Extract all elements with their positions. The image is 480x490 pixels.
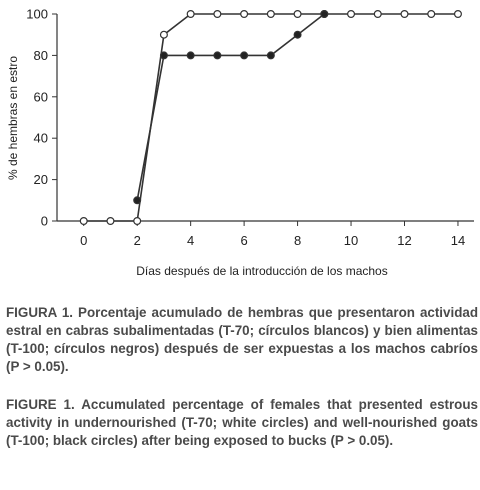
y-tick-label: 100 [26, 7, 48, 22]
white-circle-point [133, 217, 142, 226]
white-circle-point [400, 10, 409, 19]
black-circle-point [266, 51, 275, 60]
y-tick-label: 40 [34, 131, 48, 146]
x-tick-label: 8 [294, 233, 301, 248]
y-tick-label: 60 [34, 89, 48, 104]
caption-spanish-text: FIGURA 1. Porcentaje acumulado de hembra… [6, 305, 478, 374]
black-circle-point [213, 51, 222, 60]
white-circle-point [186, 10, 195, 19]
x-tick-label: 2 [134, 233, 141, 248]
x-axis-title: Días después de la introducción de los m… [136, 264, 387, 278]
white-circle-point [240, 10, 249, 19]
series-line-2 [136, 13, 325, 201]
white-circle-point [373, 10, 382, 19]
white-circle-point [293, 10, 302, 19]
y-axis-title: % de hembras en estro [6, 56, 20, 180]
chart-axes: 0 20 40 60 80 100 0 2 4 6 8 10 12 14 [26, 7, 474, 248]
black-circle-point [186, 51, 195, 60]
black-circle-point [320, 10, 329, 19]
y-tick-label: 0 [41, 214, 48, 229]
white-circle-point [159, 30, 168, 39]
caption-spanish: FIGURA 1. Porcentaje acumulado de hembra… [6, 304, 478, 376]
black-circle-point [293, 30, 302, 39]
black-circle-point [240, 51, 249, 60]
white-circle-point [266, 10, 275, 19]
x-tick-label: 14 [451, 233, 465, 248]
line-chart: 0 20 40 60 80 100 0 2 4 6 8 10 12 14 % de hembras en … [6, 7, 474, 278]
caption-english-text: FIGURE 1. Accumulated percentage of fema… [6, 397, 478, 448]
white-circle-point [213, 10, 222, 19]
y-tick-label: 20 [34, 172, 48, 187]
x-tick-label: 4 [187, 233, 194, 248]
white-circle-point [453, 10, 462, 19]
white-circle-point [79, 217, 88, 226]
y-tick-label: 80 [34, 48, 48, 63]
x-tick-label: 6 [240, 233, 247, 248]
chart-series [79, 10, 462, 226]
black-circle-point [159, 51, 168, 60]
x-tick-label: 0 [80, 233, 87, 248]
caption-english: FIGURE 1. Accumulated percentage of fema… [6, 396, 478, 450]
white-circle-point [427, 10, 436, 19]
x-tick-label: 10 [344, 233, 358, 248]
white-circle-point [347, 10, 356, 19]
black-circle-point [133, 196, 142, 205]
white-circle-point [106, 217, 115, 226]
x-tick-label: 12 [397, 233, 411, 248]
